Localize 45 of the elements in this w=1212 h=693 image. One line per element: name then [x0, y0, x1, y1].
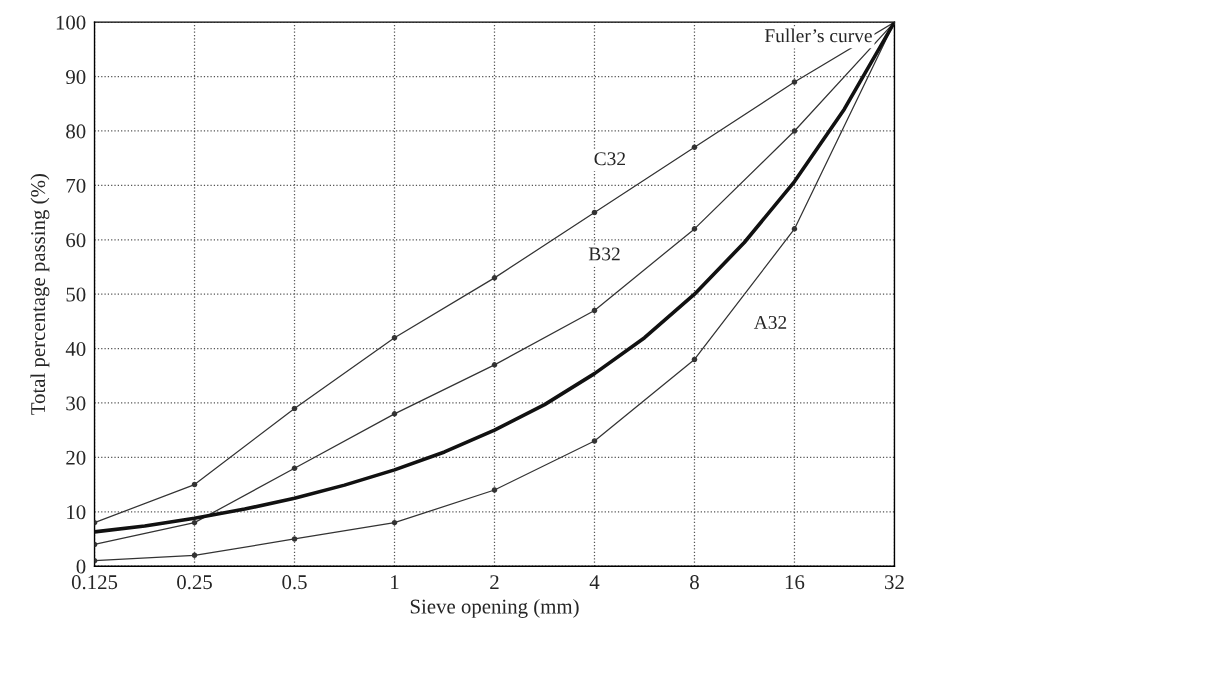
point: [791, 79, 798, 85]
point: [191, 481, 198, 488]
x-tick-label: 2: [490, 575, 499, 589]
x-tick-label: 0.125: [71, 575, 118, 590]
point: [691, 226, 698, 232]
y-tick-label: 20: [66, 450, 86, 465]
point: [791, 128, 798, 134]
annotation: B32: [588, 247, 620, 261]
y-tick-label: 90: [66, 69, 86, 85]
y-tick-label: 50: [66, 287, 86, 302]
point: [591, 438, 598, 444]
y-tick-label: 30: [66, 396, 86, 411]
y-tick-label: 100: [56, 15, 86, 30]
point: [391, 334, 398, 341]
point: [391, 411, 398, 417]
point: [791, 226, 798, 232]
annotation: C32: [594, 152, 625, 166]
x-tick-label: 16: [785, 575, 805, 590]
annotation: A32: [753, 315, 787, 329]
x-tick-label: 8: [690, 575, 699, 590]
y-axis-title: Total percentage passing (%): [30, 174, 50, 415]
y-tick-label: 80: [66, 124, 86, 139]
y-tick-label: 0: [76, 559, 86, 574]
point: [391, 519, 398, 526]
y-tick-label: 60: [66, 233, 86, 248]
point: [491, 362, 498, 368]
x-axis-title: Sieve opening (mm): [410, 598, 579, 618]
x-tick-label: 1: [391, 575, 399, 589]
y-tick-label: 40: [65, 341, 86, 357]
y-tick-label: 70: [66, 178, 86, 193]
annotation: Fuller’s curve: [764, 28, 872, 43]
point: [491, 275, 498, 281]
x-tick-label: 4: [589, 575, 600, 589]
x-tick-label: 0.5: [282, 575, 307, 590]
point: [291, 465, 298, 472]
point: [491, 487, 498, 493]
point: [291, 536, 298, 542]
point: [191, 552, 198, 559]
x-tick-label: 0.25: [177, 575, 212, 590]
point: [591, 209, 598, 216]
x-tick-label: 32: [885, 575, 904, 590]
point: [691, 356, 698, 363]
y-tick-label: 10: [67, 505, 86, 520]
point: [191, 519, 198, 526]
point: [691, 144, 698, 151]
